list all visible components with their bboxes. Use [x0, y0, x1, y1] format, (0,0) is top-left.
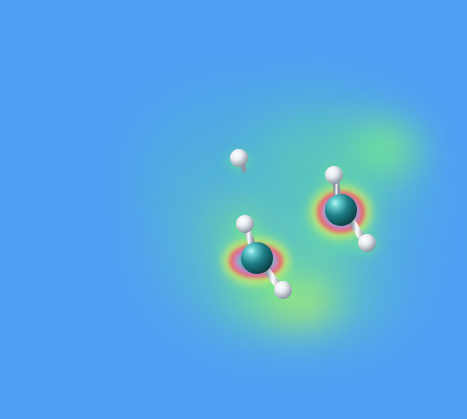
left-upper-hydrogen-atom [236, 215, 254, 233]
right-lower-hydrogen-atom [358, 234, 376, 252]
left-carbon-atom [241, 242, 273, 274]
free-hydrogen-atom [230, 149, 248, 167]
left-lower-hydrogen-atom [274, 281, 292, 299]
right-upper-hydrogen-atom [325, 166, 343, 184]
atoms [230, 149, 376, 299]
right-carbon-atom [325, 194, 357, 226]
